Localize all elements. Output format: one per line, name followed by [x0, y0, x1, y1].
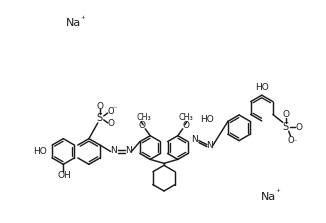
Text: S: S	[97, 113, 103, 123]
Text: CH₃: CH₃	[178, 114, 193, 122]
Text: O: O	[182, 121, 189, 130]
Text: N: N	[110, 146, 117, 155]
Text: ⁻: ⁻	[112, 105, 117, 114]
Text: Na: Na	[261, 192, 276, 202]
Text: ⁻: ⁻	[292, 138, 297, 147]
Text: O: O	[107, 107, 114, 116]
Text: CH₃: CH₃	[137, 114, 152, 122]
Text: O: O	[287, 136, 294, 145]
Text: O: O	[107, 119, 114, 128]
Text: Na: Na	[66, 18, 82, 28]
Text: ⁺: ⁺	[81, 15, 85, 24]
Text: S: S	[283, 122, 289, 132]
Text: O: O	[139, 121, 146, 130]
Text: HO: HO	[33, 147, 47, 156]
Text: O: O	[96, 101, 103, 111]
Text: N: N	[125, 146, 132, 155]
Text: OH: OH	[57, 171, 71, 180]
Text: ⁺: ⁺	[275, 188, 280, 198]
Text: O: O	[295, 123, 302, 132]
Text: N: N	[206, 141, 213, 150]
Text: O: O	[282, 110, 289, 119]
Text: HO: HO	[255, 83, 269, 92]
Text: HO: HO	[200, 115, 214, 124]
Text: N: N	[192, 135, 198, 144]
